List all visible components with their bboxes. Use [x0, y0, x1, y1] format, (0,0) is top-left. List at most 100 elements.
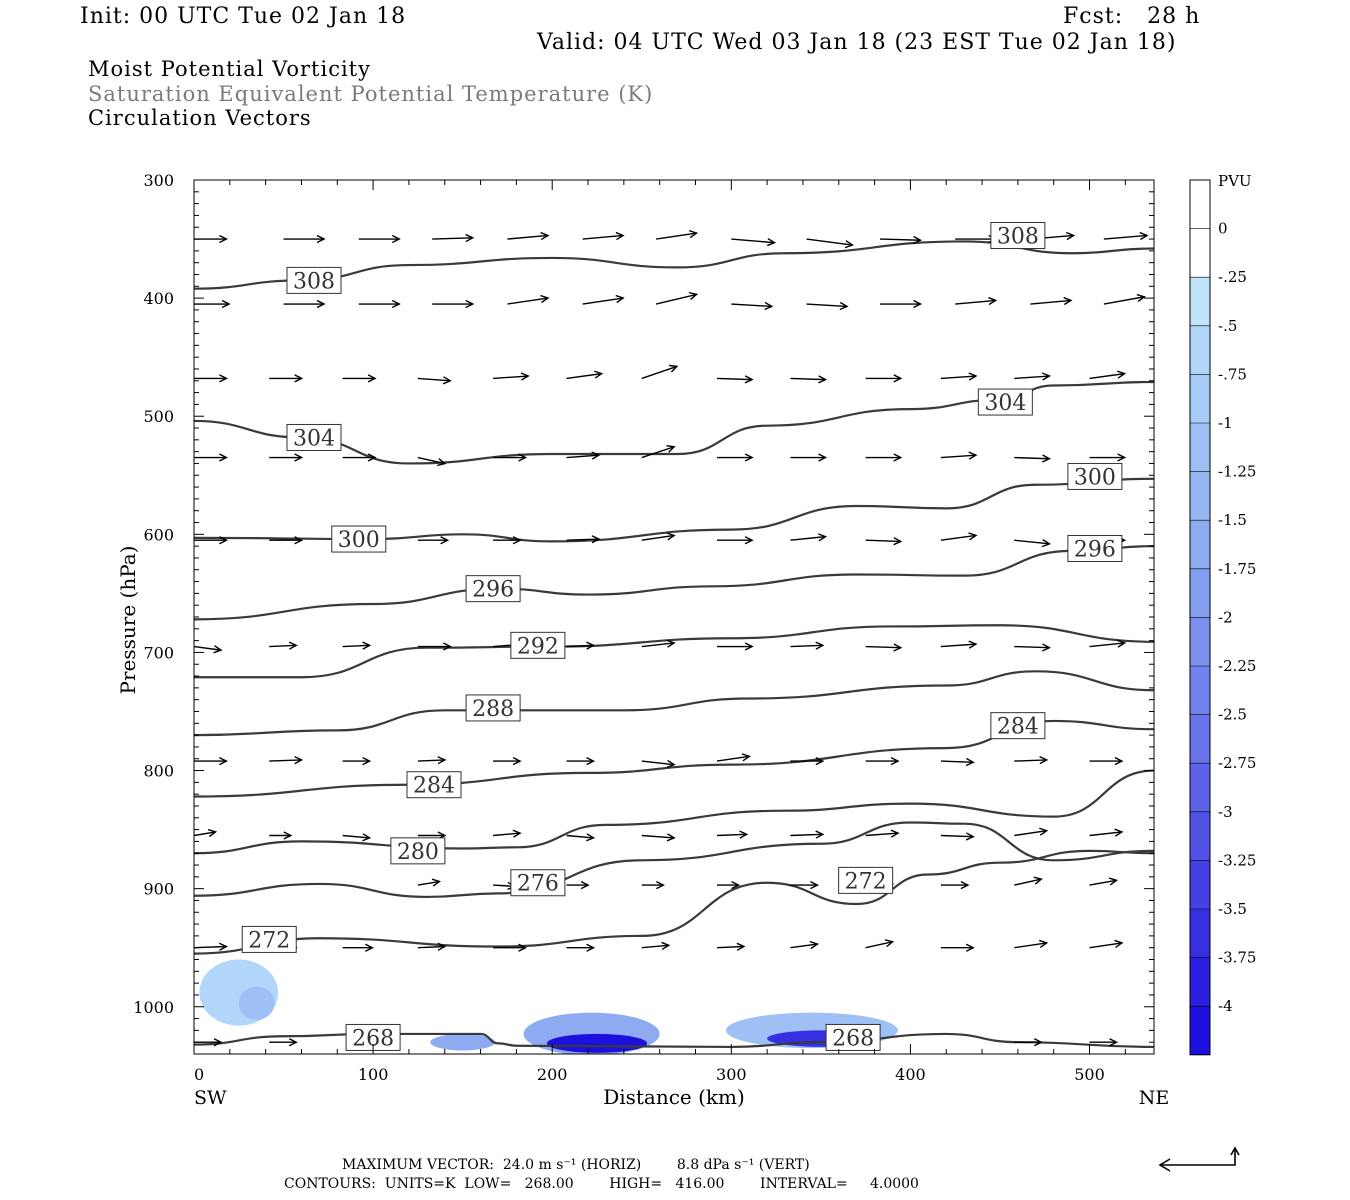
circulation-vector [582, 231, 625, 241]
contour-label-box [286, 266, 342, 294]
circulation-vector [194, 453, 228, 462]
pv-region-1 [238, 986, 275, 1020]
circulation-vector [716, 753, 751, 762]
forecast-hour: Fcst: 28 h [1063, 4, 1201, 29]
circulation-vector [358, 299, 401, 309]
contour-label-box [241, 925, 297, 953]
colorbar-swatch [1190, 374, 1210, 423]
y-tick-label: 800 [143, 762, 174, 781]
circulation-vector [716, 942, 746, 951]
colorbar-label: -.25 [1218, 268, 1247, 286]
colorbar-label: -2.5 [1218, 706, 1247, 724]
contour-line-288 [194, 670, 1154, 737]
circulation-vector [641, 532, 676, 541]
contour-label-box [990, 222, 1046, 250]
circulation-vector [194, 645, 223, 654]
circulation-vector [716, 880, 741, 890]
circulation-vector [194, 828, 218, 838]
colorbar-swatch [1190, 1006, 1210, 1055]
colorbar-label: -1 [1218, 414, 1233, 432]
colorbar-label: -1.25 [1218, 463, 1256, 481]
circulation-vector [865, 453, 903, 462]
circulation-vector [865, 829, 900, 838]
colorbar-label: -3.5 [1218, 900, 1247, 918]
pv-shading [199, 959, 898, 1054]
circulation-vector [566, 756, 596, 766]
circulation-vector [194, 234, 228, 244]
circulation-vector [417, 942, 447, 951]
circulation-vector [1089, 828, 1124, 837]
y-tick-label: 300 [143, 171, 174, 190]
circulation-vector [194, 756, 228, 766]
contour-label-296: 296 [472, 578, 514, 603]
circulation-vector [194, 536, 228, 545]
circulation-vector [194, 299, 231, 309]
colorbar: 0 -.25 -.5 -.75 -1 -1.25 -1.5 -1.75 -2 -2.25 -2.5 -… [1189, 179, 1256, 1056]
colorbar-swatch [1190, 423, 1210, 472]
circulation-vector [493, 372, 530, 381]
colorbar-swatch [1190, 860, 1210, 909]
colorbar-swatch [1190, 617, 1210, 666]
circulation-vector [1014, 454, 1051, 463]
circulation-vector [493, 536, 522, 545]
colorbar-swatch [1190, 568, 1210, 618]
maximum-vector-note: MAXIMUM VECTOR: 24.0 m s⁻¹ (HORIZ) 8.8 d… [342, 1157, 810, 1173]
contour-label-276: 276 [517, 872, 559, 897]
contour-label-box [838, 866, 894, 894]
circulation-vector [342, 756, 372, 766]
x-end-label-right: NE [1139, 1087, 1170, 1109]
circulation-vector [879, 235, 923, 245]
contour-line-272 [194, 849, 1154, 955]
circulation-vector [1014, 756, 1049, 765]
circulation-vector [940, 832, 975, 841]
contour-label-308: 308 [293, 269, 335, 294]
circulation-vector [641, 639, 676, 648]
circulation-vector [731, 237, 777, 247]
init-time: Init: 00 UTC Tue 02 Jan 18 [80, 4, 407, 29]
circulation-vector [1014, 372, 1051, 381]
circulation-vector [790, 830, 825, 839]
colorbar-swatch [1190, 277, 1210, 326]
circulation-vector [269, 453, 304, 462]
colorbar-swatch [1190, 228, 1210, 278]
circulation-vector [716, 642, 754, 651]
contour-line-268 [194, 1032, 1154, 1049]
circulation-vector [940, 757, 975, 767]
circulation-vector [940, 943, 975, 952]
plot-frame [193, 179, 1155, 1055]
circulation-vector [194, 942, 228, 951]
circulation-vector [342, 833, 372, 842]
contour-label-box [390, 837, 446, 865]
circulation-vector [507, 294, 550, 305]
circulation-vector [342, 943, 374, 952]
circulation-vector [566, 641, 596, 650]
contour-label-box [286, 423, 342, 451]
circulation-vector [1103, 293, 1146, 305]
circulation-vector [566, 943, 596, 952]
circulation-vector [566, 370, 604, 380]
colorbar-label: -1.5 [1218, 511, 1247, 529]
circulation-vector [731, 301, 774, 311]
circulation-vector [655, 291, 699, 305]
circulation-vector [790, 940, 819, 950]
contour-label-box [331, 525, 387, 553]
circulation-vector [493, 943, 528, 952]
contour-label-box [1067, 462, 1123, 490]
colorbar-label: -3.75 [1218, 949, 1256, 967]
colorbar-label: -.5 [1218, 317, 1237, 335]
circulation-vector [493, 453, 528, 462]
y-tick-label: 400 [143, 289, 174, 308]
circulation-vector [417, 642, 452, 651]
circulation-vector [940, 880, 970, 890]
circulation-vector [566, 451, 601, 460]
circulation-vector [716, 375, 754, 384]
circulation-vector [716, 830, 749, 839]
colorbar-label: -3.25 [1218, 851, 1256, 869]
contour-label-box [990, 712, 1046, 740]
contour-label-284: 284 [413, 774, 455, 799]
colorbar-label: 0 [1218, 220, 1228, 238]
contour-info-note: CONTOURS: UNITS=K LOW= 268.00 HIGH= 416.… [284, 1176, 919, 1192]
circulation-vector [940, 532, 978, 541]
contour-labels: 308 308 304 304 300 300 296 296 292 288 284 284 280 2… [241, 222, 1123, 1051]
